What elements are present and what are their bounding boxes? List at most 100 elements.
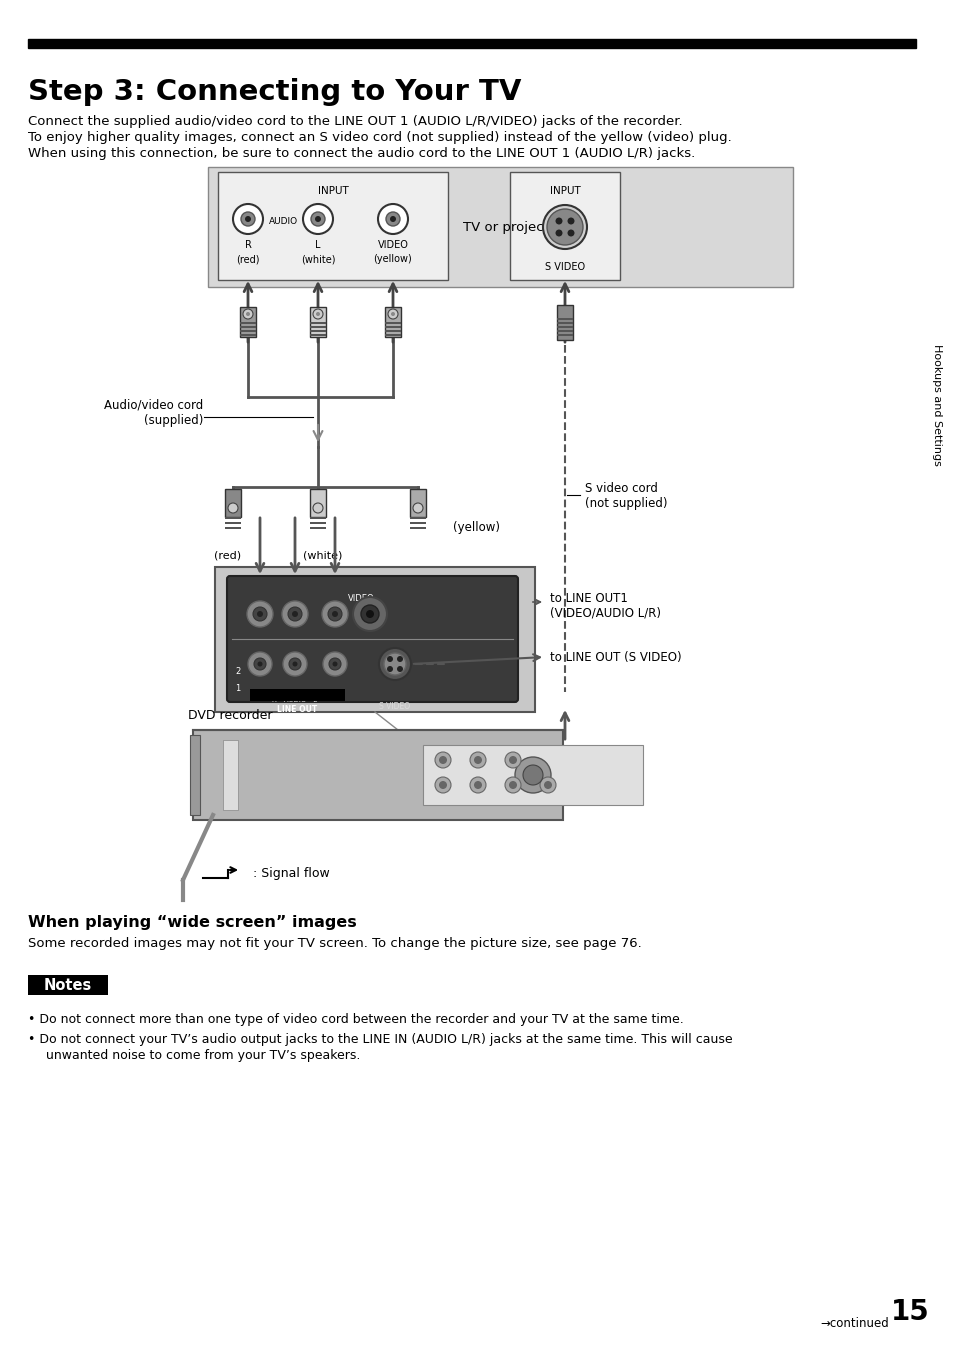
Circle shape: [247, 602, 273, 627]
Circle shape: [303, 204, 333, 234]
Circle shape: [228, 503, 237, 512]
Text: Step 3: Connecting to Your TV: Step 3: Connecting to Your TV: [28, 78, 521, 105]
Bar: [225, 516, 241, 519]
Text: 1: 1: [235, 684, 240, 694]
Circle shape: [248, 652, 272, 676]
Circle shape: [387, 656, 393, 662]
Bar: [310, 522, 326, 525]
Circle shape: [542, 206, 586, 249]
Bar: [223, 740, 237, 810]
Text: L: L: [314, 241, 320, 250]
Circle shape: [293, 661, 297, 667]
Text: R - AUDIO - L: R - AUDIO - L: [273, 698, 317, 703]
Text: 15: 15: [890, 1298, 928, 1326]
Text: When playing “wide screen” images: When playing “wide screen” images: [28, 915, 356, 930]
Circle shape: [543, 781, 552, 790]
Bar: [422, 745, 642, 804]
Circle shape: [315, 312, 319, 316]
Circle shape: [474, 781, 481, 790]
Text: S VIDEO: S VIDEO: [379, 702, 410, 711]
Bar: [250, 690, 345, 700]
Circle shape: [245, 216, 251, 222]
Text: INPUT: INPUT: [549, 187, 579, 196]
Text: S VIDEO: S VIDEO: [544, 262, 584, 272]
Text: (red): (red): [214, 550, 241, 560]
Text: VIDEO: VIDEO: [348, 594, 375, 603]
Text: 2: 2: [235, 668, 240, 676]
Circle shape: [539, 777, 556, 794]
Text: • Do not connect your TV’s audio output jacks to the LINE IN (AUDIO L/R) jacks a: • Do not connect your TV’s audio output …: [28, 1033, 732, 1046]
Text: unwanted noise to come from your TV’s speakers.: unwanted noise to come from your TV’s sp…: [46, 1049, 360, 1063]
Text: Notes: Notes: [44, 977, 92, 992]
Bar: [28, 39, 915, 49]
Bar: [225, 489, 241, 516]
Text: (yellow): (yellow): [374, 254, 412, 264]
Circle shape: [243, 310, 253, 319]
Circle shape: [413, 503, 422, 512]
Circle shape: [233, 204, 263, 234]
Bar: [193, 730, 562, 821]
Bar: [225, 527, 241, 529]
Circle shape: [253, 658, 266, 671]
Text: (VIDEO/AUDIO L/R): (VIDEO/AUDIO L/R): [550, 606, 660, 619]
Bar: [557, 322, 573, 324]
Text: To enjoy higher quality images, connect an S video cord (not supplied) instead o: To enjoy higher quality images, connect …: [28, 131, 731, 145]
Bar: [310, 330, 326, 333]
Text: DVD recorder: DVD recorder: [188, 708, 273, 722]
Circle shape: [546, 210, 582, 245]
Bar: [240, 330, 255, 333]
Bar: [240, 307, 255, 337]
Bar: [385, 326, 400, 329]
Circle shape: [438, 781, 447, 790]
Circle shape: [567, 230, 574, 237]
Circle shape: [555, 230, 562, 237]
Bar: [240, 326, 255, 329]
Bar: [230, 579, 515, 699]
Bar: [310, 489, 326, 516]
Circle shape: [314, 216, 320, 222]
Text: Some recorded images may not fit your TV screen. To change the picture size, see: Some recorded images may not fit your TV…: [28, 937, 641, 950]
Circle shape: [390, 216, 395, 222]
Bar: [208, 168, 792, 287]
Circle shape: [282, 602, 308, 627]
Bar: [410, 522, 426, 525]
Circle shape: [292, 611, 297, 617]
Bar: [310, 326, 326, 329]
Circle shape: [256, 611, 263, 617]
Circle shape: [313, 503, 323, 512]
Bar: [214, 566, 535, 713]
Bar: [557, 330, 573, 333]
Circle shape: [366, 610, 374, 618]
Text: LINE OUT: LINE OUT: [276, 704, 316, 714]
Circle shape: [253, 607, 267, 621]
Bar: [310, 307, 326, 337]
Bar: [557, 318, 573, 320]
Text: : Signal flow: : Signal flow: [253, 868, 330, 880]
Bar: [218, 172, 448, 280]
Bar: [557, 326, 573, 329]
Circle shape: [353, 598, 387, 631]
Bar: [557, 306, 573, 339]
Circle shape: [522, 765, 542, 786]
Circle shape: [289, 658, 301, 671]
Circle shape: [387, 667, 393, 672]
Bar: [385, 322, 400, 324]
Text: When using this connection, be sure to connect the audio cord to the LINE OUT 1 : When using this connection, be sure to c…: [28, 147, 695, 160]
Bar: [385, 307, 400, 337]
Text: INPUT: INPUT: [317, 187, 348, 196]
Text: (red): (red): [236, 254, 259, 264]
Circle shape: [509, 781, 517, 790]
Circle shape: [388, 310, 397, 319]
FancyBboxPatch shape: [227, 576, 517, 702]
Bar: [310, 322, 326, 324]
Circle shape: [377, 204, 408, 234]
Text: S video cord: S video cord: [584, 481, 658, 495]
Circle shape: [246, 312, 250, 316]
Text: R: R: [244, 241, 252, 250]
Text: Hookups and Settings: Hookups and Settings: [931, 343, 941, 466]
Text: (supplied): (supplied): [144, 414, 203, 427]
Circle shape: [311, 212, 325, 226]
Bar: [225, 522, 241, 525]
Text: to LINE OUT (S VIDEO): to LINE OUT (S VIDEO): [550, 650, 680, 664]
Bar: [385, 334, 400, 337]
